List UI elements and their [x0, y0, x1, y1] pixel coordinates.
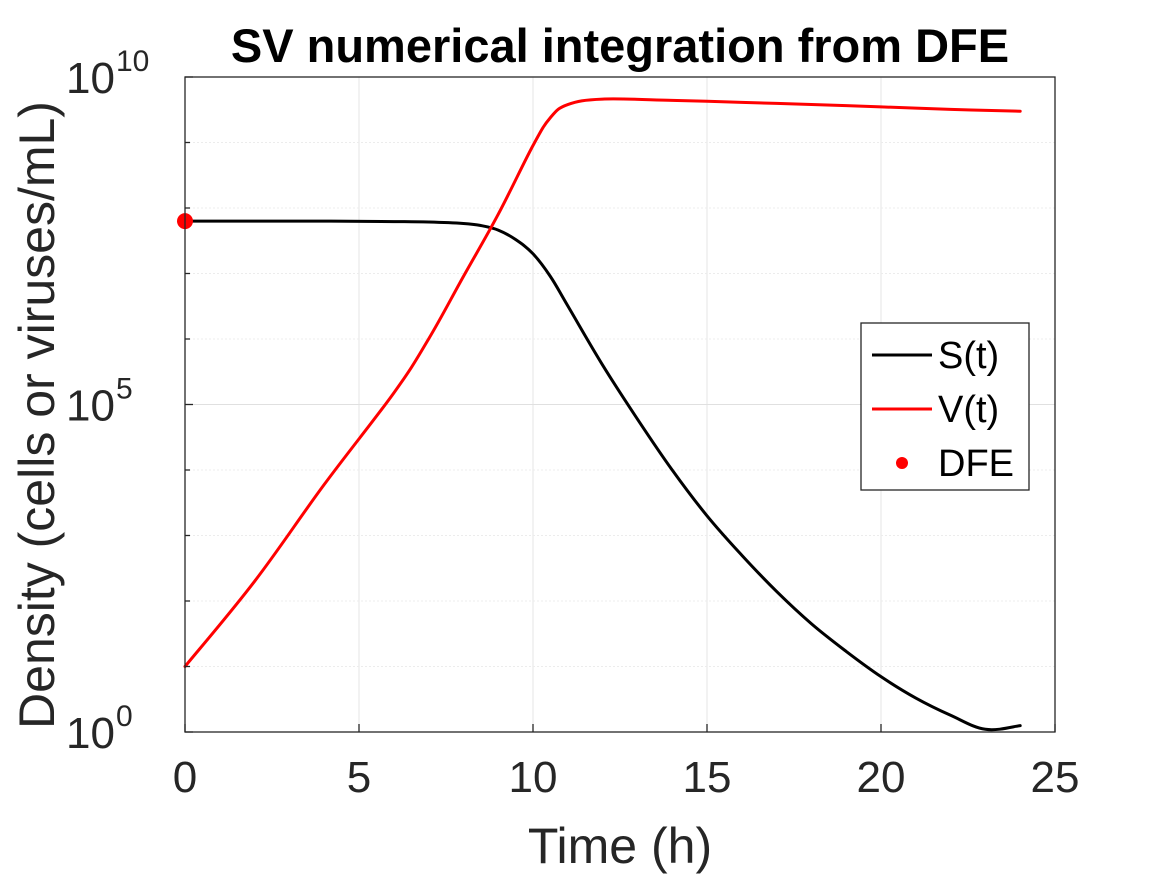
legend-label-dfe: DFE	[938, 443, 1014, 485]
x-tick-label: 20	[857, 753, 906, 802]
legend-box	[860, 322, 1030, 491]
y-tick-exponent: 5	[116, 373, 133, 406]
y-tick-base: 10	[66, 54, 115, 103]
legend-swatch-dfe	[896, 457, 908, 469]
x-axis-label: Time (h)	[528, 818, 712, 874]
x-tick-label: 0	[173, 753, 197, 802]
y-tick-label: 10 10	[66, 45, 149, 103]
legend-label-s: S(t)	[938, 335, 999, 377]
y-tick-exponent: 10	[116, 45, 149, 78]
y-tick-base: 10	[66, 382, 115, 431]
y-tick-label: 10 5	[66, 373, 133, 431]
x-tick-label: 15	[683, 753, 732, 802]
y-axis-label: Density (cells or viruses/mL)	[9, 101, 65, 729]
y-tick-label: 10 0	[66, 700, 133, 758]
x-tick-label: 5	[347, 753, 371, 802]
y-tick-base: 10	[66, 709, 115, 758]
x-tick-label: 25	[1031, 753, 1080, 802]
y-tick-exponent: 0	[116, 700, 133, 733]
legend-label-v: V(t)	[938, 389, 999, 431]
chart-title: SV numerical integration from DFE	[231, 19, 1009, 72]
x-tick-label: 10	[509, 753, 558, 802]
series-line-v	[183, 97, 1022, 668]
series-line-s	[183, 219, 1022, 732]
legend: S(t) V(t) DFE	[860, 322, 1030, 491]
